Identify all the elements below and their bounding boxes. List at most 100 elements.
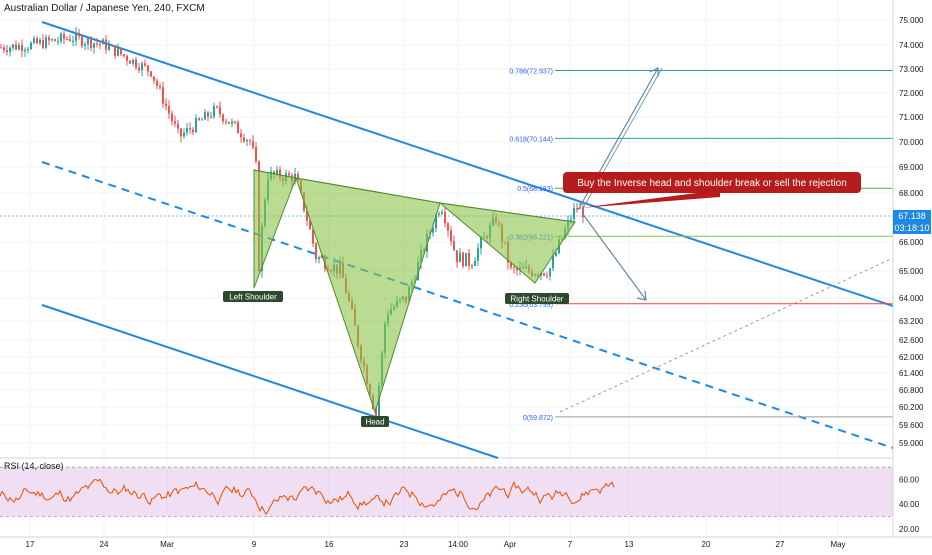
time-tick-label: May [830, 540, 845, 549]
rsi-tick-label: 60.00 [899, 476, 920, 485]
candle-body [462, 252, 464, 267]
candle-body [213, 106, 215, 117]
rsi-pane: 60.00 40.00 20.00 [0, 466, 920, 534]
price-tick-label: 63.200 [899, 317, 924, 326]
candle-body [96, 43, 98, 45]
candle-body [315, 243, 317, 260]
candle-body [219, 106, 221, 115]
candle-body [546, 275, 548, 277]
candle-body [90, 38, 92, 48]
fib-retracement: 0.786(72.937)0.618(70.144)0.5(68.183)0.3… [0, 69, 893, 422]
candle-body [174, 121, 176, 124]
candle-body [99, 43, 101, 45]
candle-body [234, 121, 236, 123]
candle-body [132, 59, 134, 64]
candle-body [123, 54, 125, 57]
candle-body [309, 220, 311, 230]
candle-body [87, 38, 89, 45]
candle-body [33, 38, 35, 43]
candle-body [108, 45, 110, 50]
candle-body [216, 106, 218, 108]
right-shoulder-label: Right Shoulder [511, 295, 564, 304]
candle-body [447, 223, 449, 231]
time-tick-label: 9 [252, 540, 257, 549]
candle-body [78, 32, 80, 37]
candle-body [231, 121, 233, 124]
price-tick-label: 62.000 [899, 353, 924, 362]
left-shoulder-label-bg [223, 291, 283, 302]
price-tick-label: 72.000 [899, 89, 924, 98]
candle-body [297, 174, 299, 181]
bearish-arrow-head [636, 290, 647, 301]
rsi-tick-label: 20.00 [899, 525, 920, 534]
fib-level-label: 0.5(68.183) [517, 186, 553, 193]
pattern-labels: Buy the Inverse head and shoulder break … [223, 172, 861, 427]
candle-body [39, 39, 41, 44]
candle-body [171, 113, 173, 122]
candle-body [549, 268, 551, 277]
candle-body [75, 32, 77, 41]
candle-body [375, 408, 377, 418]
candle-body [288, 173, 290, 176]
time-tick-label: 13 [625, 540, 634, 549]
time-tick-label: 17 [26, 540, 35, 549]
head-triangle [295, 177, 441, 414]
time-tick-label: 20 [702, 540, 711, 549]
candle-body [273, 171, 275, 175]
candle-body [441, 212, 443, 214]
candle-body [114, 45, 116, 56]
callout-box [563, 172, 861, 193]
candle-body [312, 229, 314, 244]
candle-body [69, 38, 71, 41]
candle-body [252, 141, 254, 148]
neckline [253, 169, 576, 223]
price-tick-label: 62.600 [899, 336, 924, 345]
fib-trend-line [559, 257, 894, 413]
price-tick-label: 61.400 [899, 369, 924, 378]
candle-body [186, 127, 188, 133]
candle-body [318, 257, 320, 260]
time-axis[interactable]: 17 24 Mar 9 16 23 14:00 Apr 7 13 20 27 May [0, 536, 932, 549]
candle-body [168, 106, 170, 114]
price-axis[interactable]: 75.000 74.000 73.000 72.000 71.000 70.000 69.0… [892, 0, 924, 537]
candle-body [24, 50, 26, 52]
candle-body [204, 112, 206, 120]
right-shoulder-label-bg [505, 293, 569, 304]
time-tick-label: Mar [160, 540, 174, 549]
candle-body [15, 44, 17, 50]
price-tick-label: 60.200 [899, 403, 924, 412]
candle-body [189, 127, 191, 130]
candle-body [306, 210, 308, 221]
fib-level-label: 0(59.872) [523, 415, 553, 422]
last-price-tag: 67.138 [893, 210, 931, 222]
head-and-shoulders-pattern [253, 169, 576, 414]
candle-body [66, 38, 68, 40]
candle-body [195, 118, 197, 133]
candle-body [111, 45, 113, 47]
candle-body [183, 132, 185, 137]
channel-mid-line [41, 161, 894, 449]
candle-body [210, 116, 212, 118]
price-tick-label: 64.000 [899, 294, 924, 303]
candle-body [48, 37, 50, 41]
candle-body [453, 241, 455, 251]
candle-body [9, 47, 11, 52]
price-tick-label: 71.000 [899, 113, 924, 122]
candle-body [129, 60, 131, 64]
candle-body [12, 44, 14, 48]
candle-body [105, 39, 107, 50]
candle-body [468, 253, 470, 266]
candle-body [513, 267, 515, 269]
rsi-tick-label: 40.00 [899, 500, 920, 509]
candle-body [102, 39, 104, 45]
candle-body [321, 257, 323, 259]
candle-body [228, 121, 230, 124]
candle-body [279, 169, 281, 179]
candle-body [120, 48, 122, 55]
candle-body [480, 237, 482, 249]
candle-body [93, 43, 95, 48]
price-tick-label: 59.600 [899, 421, 924, 430]
candle-body [180, 128, 182, 137]
